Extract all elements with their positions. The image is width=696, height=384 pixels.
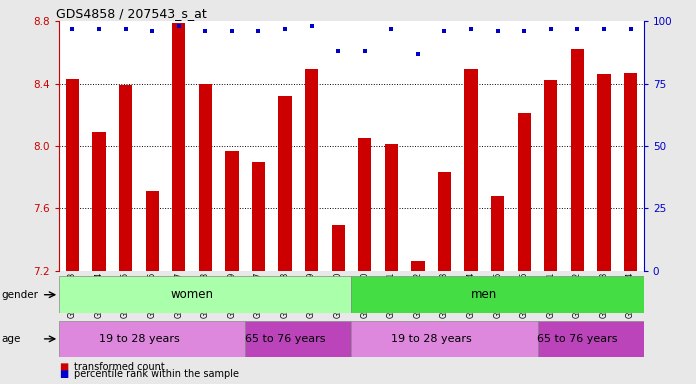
Text: percentile rank within the sample: percentile rank within the sample [74, 369, 239, 379]
Text: GDS4858 / 207543_s_at: GDS4858 / 207543_s_at [56, 7, 207, 20]
Bar [624, 73, 637, 271]
Bar [351, 321, 537, 357]
Bar [172, 23, 185, 271]
Bar [464, 70, 477, 271]
Bar [278, 96, 292, 271]
Bar [198, 84, 212, 271]
Bar [358, 138, 372, 271]
Text: age: age [1, 334, 21, 344]
Bar [385, 144, 398, 271]
Text: men: men [471, 288, 498, 301]
Text: 19 to 28 years: 19 to 28 years [391, 334, 472, 344]
Bar [59, 321, 245, 357]
Bar [597, 74, 610, 271]
Bar [411, 262, 425, 271]
Bar [438, 172, 451, 271]
Text: gender: gender [1, 290, 38, 300]
Bar [93, 132, 106, 271]
Bar [544, 80, 557, 271]
Bar [245, 321, 351, 357]
Bar [331, 225, 345, 271]
Bar [305, 70, 318, 271]
Text: women: women [171, 288, 214, 301]
Bar [145, 191, 159, 271]
Bar [351, 276, 644, 313]
Text: transformed count: transformed count [74, 362, 165, 372]
Bar [571, 49, 584, 271]
Bar [518, 113, 531, 271]
Bar [226, 151, 239, 271]
Text: ■: ■ [59, 362, 68, 372]
Bar [491, 196, 505, 271]
Bar [252, 162, 265, 271]
Text: 65 to 76 years: 65 to 76 years [245, 334, 325, 344]
Text: 19 to 28 years: 19 to 28 years [99, 334, 180, 344]
Text: 65 to 76 years: 65 to 76 years [537, 334, 617, 344]
Bar [537, 321, 644, 357]
Bar [119, 85, 132, 271]
Bar [66, 79, 79, 271]
Text: ■: ■ [59, 369, 68, 379]
Bar [59, 276, 351, 313]
